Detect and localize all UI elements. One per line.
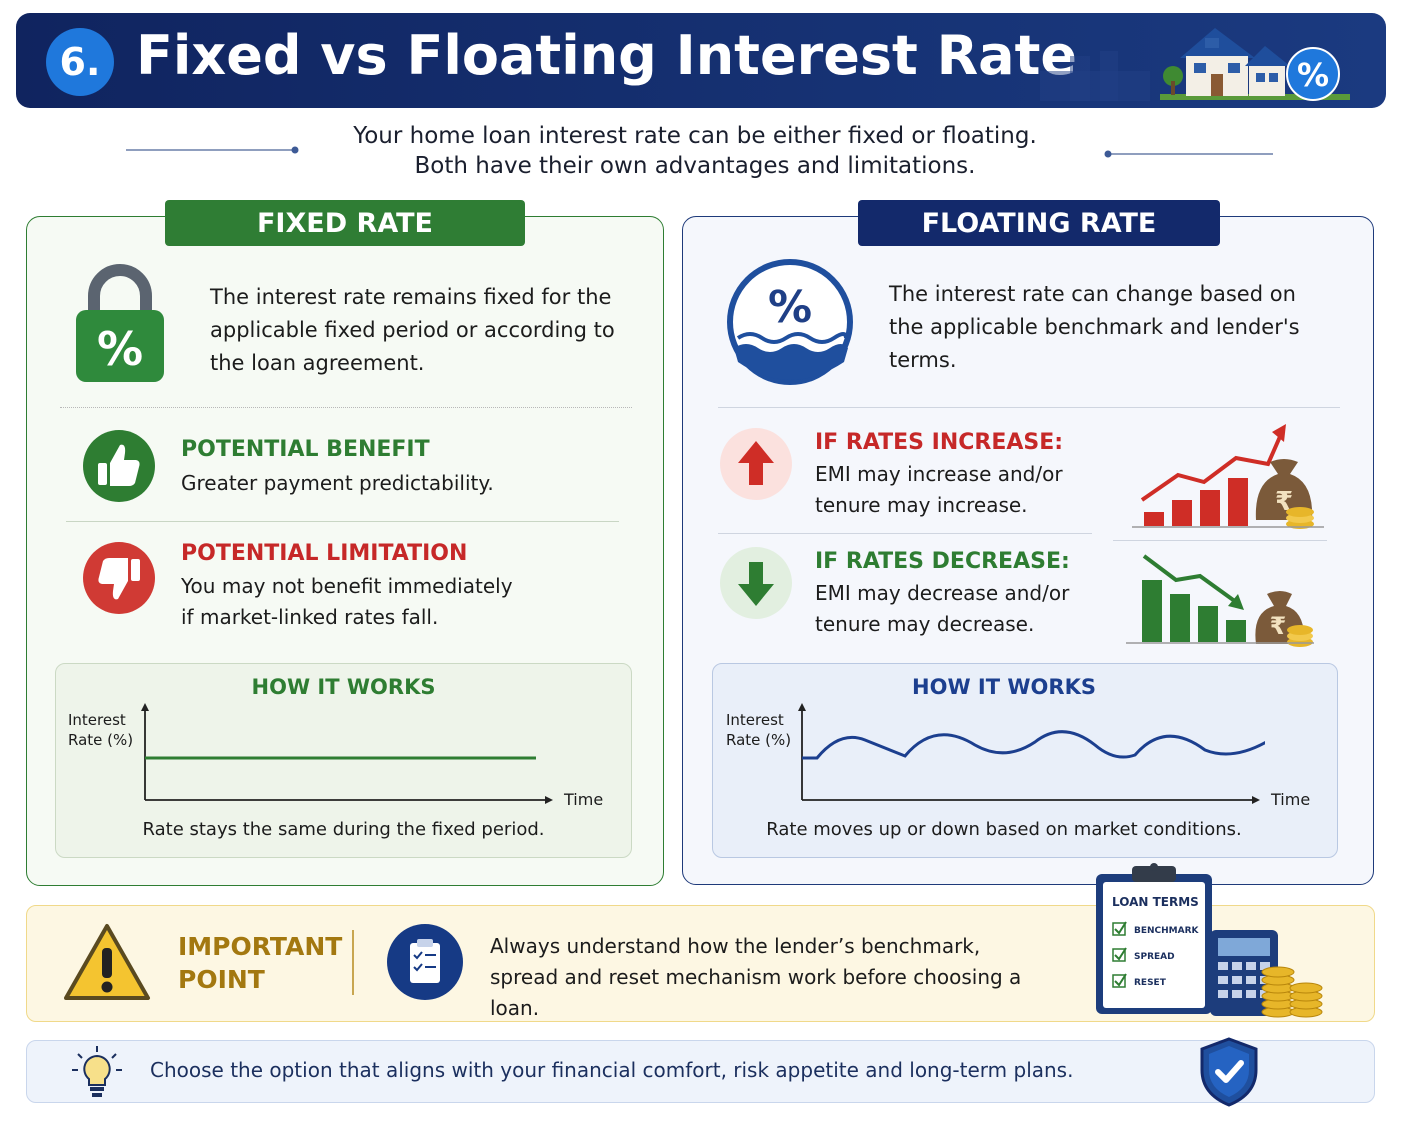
decrease-text: EMI may decrease and/or tenure may decre… (815, 581, 1070, 636)
shield-icon (1200, 1037, 1258, 1107)
loan-term-item: RESET (1134, 978, 1167, 988)
fixed-x-label: Time (564, 790, 604, 809)
rising-bars-icon: ₹ (1132, 424, 1324, 529)
house-badge-symbol: % (1297, 56, 1329, 94)
important-heading: IMPORTANT POINT (178, 932, 343, 994)
floating-y-label: Interest Rate (%) (726, 711, 792, 749)
floating-tab: FLOATING RATE (858, 200, 1220, 246)
floating-how-box (712, 663, 1338, 858)
increase-heading: IF RATES INCREASE: (815, 430, 1064, 455)
lock-symbol: % (97, 322, 143, 376)
divider (66, 521, 619, 522)
divider (718, 407, 1340, 408)
currency-symbol: ₹ (1270, 612, 1287, 640)
falling-bars-icon: ₹ (1126, 554, 1314, 647)
checklist-icon (387, 924, 463, 1000)
fixed-how-box (55, 663, 632, 858)
floating-description: The interest rate can change based on th… (889, 282, 1300, 372)
header-number-badge: 6. (46, 28, 114, 96)
floating-how-title: HOW IT WORKS (912, 675, 1096, 699)
lock-icon: % (76, 264, 164, 382)
loan-terms-illustration: LOAN TERMS BENCHMARK SPREAD RESET (1096, 863, 1323, 1018)
benefit-text: Greater payment predictability. (181, 471, 494, 495)
rate-wave-icon: % (727, 259, 853, 385)
up-arrow-icon (720, 428, 792, 500)
fixed-how-caption: Rate stays the same during the fixed per… (142, 819, 545, 840)
limitation-heading: POTENTIAL LIMITATION (181, 541, 468, 566)
floating-how-caption: Rate moves up or down based on market co… (766, 819, 1242, 840)
rate-wave-symbol: % (768, 282, 812, 333)
divider (718, 533, 1092, 534)
loan-terms-title: LOAN TERMS (1112, 895, 1199, 909)
loan-term-item: BENCHMARK (1134, 926, 1200, 936)
fixed-tab: FIXED RATE (165, 200, 525, 246)
intro-line: Your home loan interest rate can be eith… (353, 123, 1037, 149)
down-arrow-icon (720, 547, 792, 619)
decrease-heading: IF RATES DECREASE: (815, 549, 1070, 574)
fixed-y-label: Interest Rate (%) (68, 711, 134, 749)
limitation-text: You may not benefit immediately if marke… (181, 574, 513, 629)
thumb-up-icon (83, 430, 155, 502)
floating-x-label: Time (1271, 790, 1311, 809)
floating-rate-diagram (798, 703, 1265, 804)
footer-text: Choose the option that aligns with your … (150, 1058, 1074, 1082)
warning-icon (64, 924, 150, 1000)
important-separator (352, 930, 354, 995)
benefit-heading: POTENTIAL BENEFIT (181, 437, 430, 462)
fixed-description: The interest rate remains fixed for the … (210, 285, 615, 375)
divider (60, 407, 632, 408)
header-bar (16, 13, 1386, 108)
divider (1113, 540, 1327, 541)
intro-rules (126, 146, 1273, 158)
increase-text: EMI may increase and/or tenure may incre… (815, 462, 1063, 517)
loan-term-item: SPREAD (1134, 952, 1175, 962)
fixed-how-title: HOW IT WORKS (251, 675, 436, 699)
house-icon: % (1040, 28, 1350, 101)
important-text: Always understand how the lender’s bench… (490, 934, 1022, 1020)
fixed-rate-diagram (141, 703, 553, 804)
intro: Your home loan interest rate can be eith… (300, 121, 1090, 181)
intro-line: Both have their own advantages and limit… (414, 153, 976, 179)
thumb-down-icon (83, 542, 155, 614)
header-title: Fixed vs Floating Interest Rate (136, 24, 1078, 87)
bulb-icon (72, 1046, 122, 1097)
footer-box (26, 1040, 1375, 1103)
